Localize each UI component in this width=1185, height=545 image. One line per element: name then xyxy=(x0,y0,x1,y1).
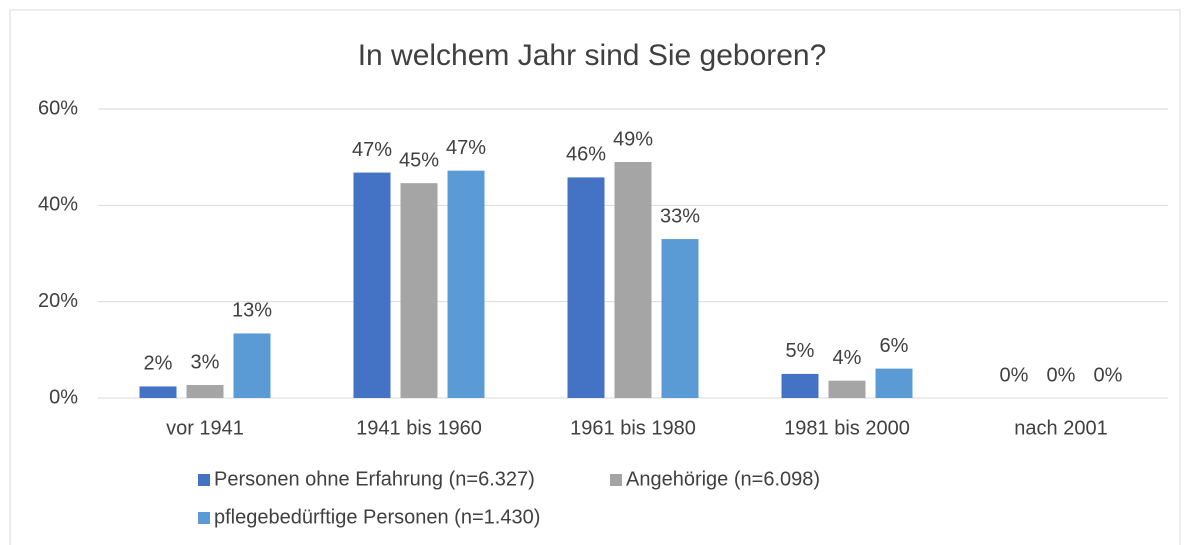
data-label: 5% xyxy=(786,340,815,362)
data-label: 0% xyxy=(1047,364,1076,386)
legend-swatch xyxy=(198,512,210,524)
x-tick-label: 1961 bis 1980 xyxy=(570,417,696,439)
bar xyxy=(828,380,866,398)
data-label: 47% xyxy=(352,139,392,161)
data-label: 13% xyxy=(232,300,272,322)
bar xyxy=(614,161,652,398)
bar xyxy=(139,386,177,398)
y-tick-label: 20% xyxy=(38,290,78,312)
data-label: 4% xyxy=(833,347,862,369)
data-label: 2% xyxy=(144,353,173,375)
bar xyxy=(186,384,224,398)
y-tick-label: 60% xyxy=(38,97,78,119)
data-label: 47% xyxy=(446,137,486,159)
data-label: 6% xyxy=(880,335,909,357)
legend-label: pflegebedürftige Personen (n=1.430) xyxy=(214,506,540,528)
data-label: 33% xyxy=(660,205,700,227)
chart-frame xyxy=(9,9,1181,545)
x-tick-label: 1981 bis 2000 xyxy=(784,417,910,439)
data-label: 3% xyxy=(191,351,220,373)
bar xyxy=(661,239,699,398)
data-label: 0% xyxy=(1000,364,1029,386)
data-label: 45% xyxy=(399,149,439,171)
legend-label: Personen ohne Erfahrung (n=6.327) xyxy=(214,468,535,490)
x-tick-label: 1941 bis 1960 xyxy=(356,417,482,439)
x-tick-label: vor 1941 xyxy=(166,417,244,439)
bar xyxy=(233,333,271,398)
bar xyxy=(353,172,391,398)
legend-swatch xyxy=(198,474,210,486)
chart-title: In welchem Jahr sind Sie geboren? xyxy=(358,39,827,72)
data-label: 0% xyxy=(1094,364,1123,386)
bar xyxy=(400,183,438,398)
x-tick-label: nach 2001 xyxy=(1014,417,1107,439)
bar xyxy=(567,177,605,398)
bar xyxy=(875,368,913,398)
data-label: 49% xyxy=(613,128,653,150)
bar xyxy=(781,373,819,398)
legend-swatch xyxy=(610,474,622,486)
bar xyxy=(447,170,485,398)
legend-label: Angehörige (n=6.098) xyxy=(626,468,820,490)
y-tick-label: 40% xyxy=(38,194,78,216)
data-label: 46% xyxy=(566,144,606,166)
y-tick-label: 0% xyxy=(49,386,78,408)
